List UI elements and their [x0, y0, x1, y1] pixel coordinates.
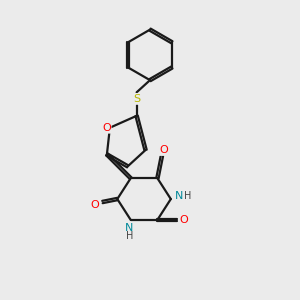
Text: N: N: [125, 223, 134, 233]
Text: O: O: [159, 145, 168, 155]
Text: O: O: [179, 215, 188, 225]
Text: O: O: [102, 123, 111, 133]
Text: N: N: [175, 191, 183, 201]
Text: S: S: [133, 94, 140, 104]
Text: H: H: [125, 232, 133, 242]
Text: O: O: [91, 200, 99, 210]
Text: H: H: [184, 191, 192, 201]
